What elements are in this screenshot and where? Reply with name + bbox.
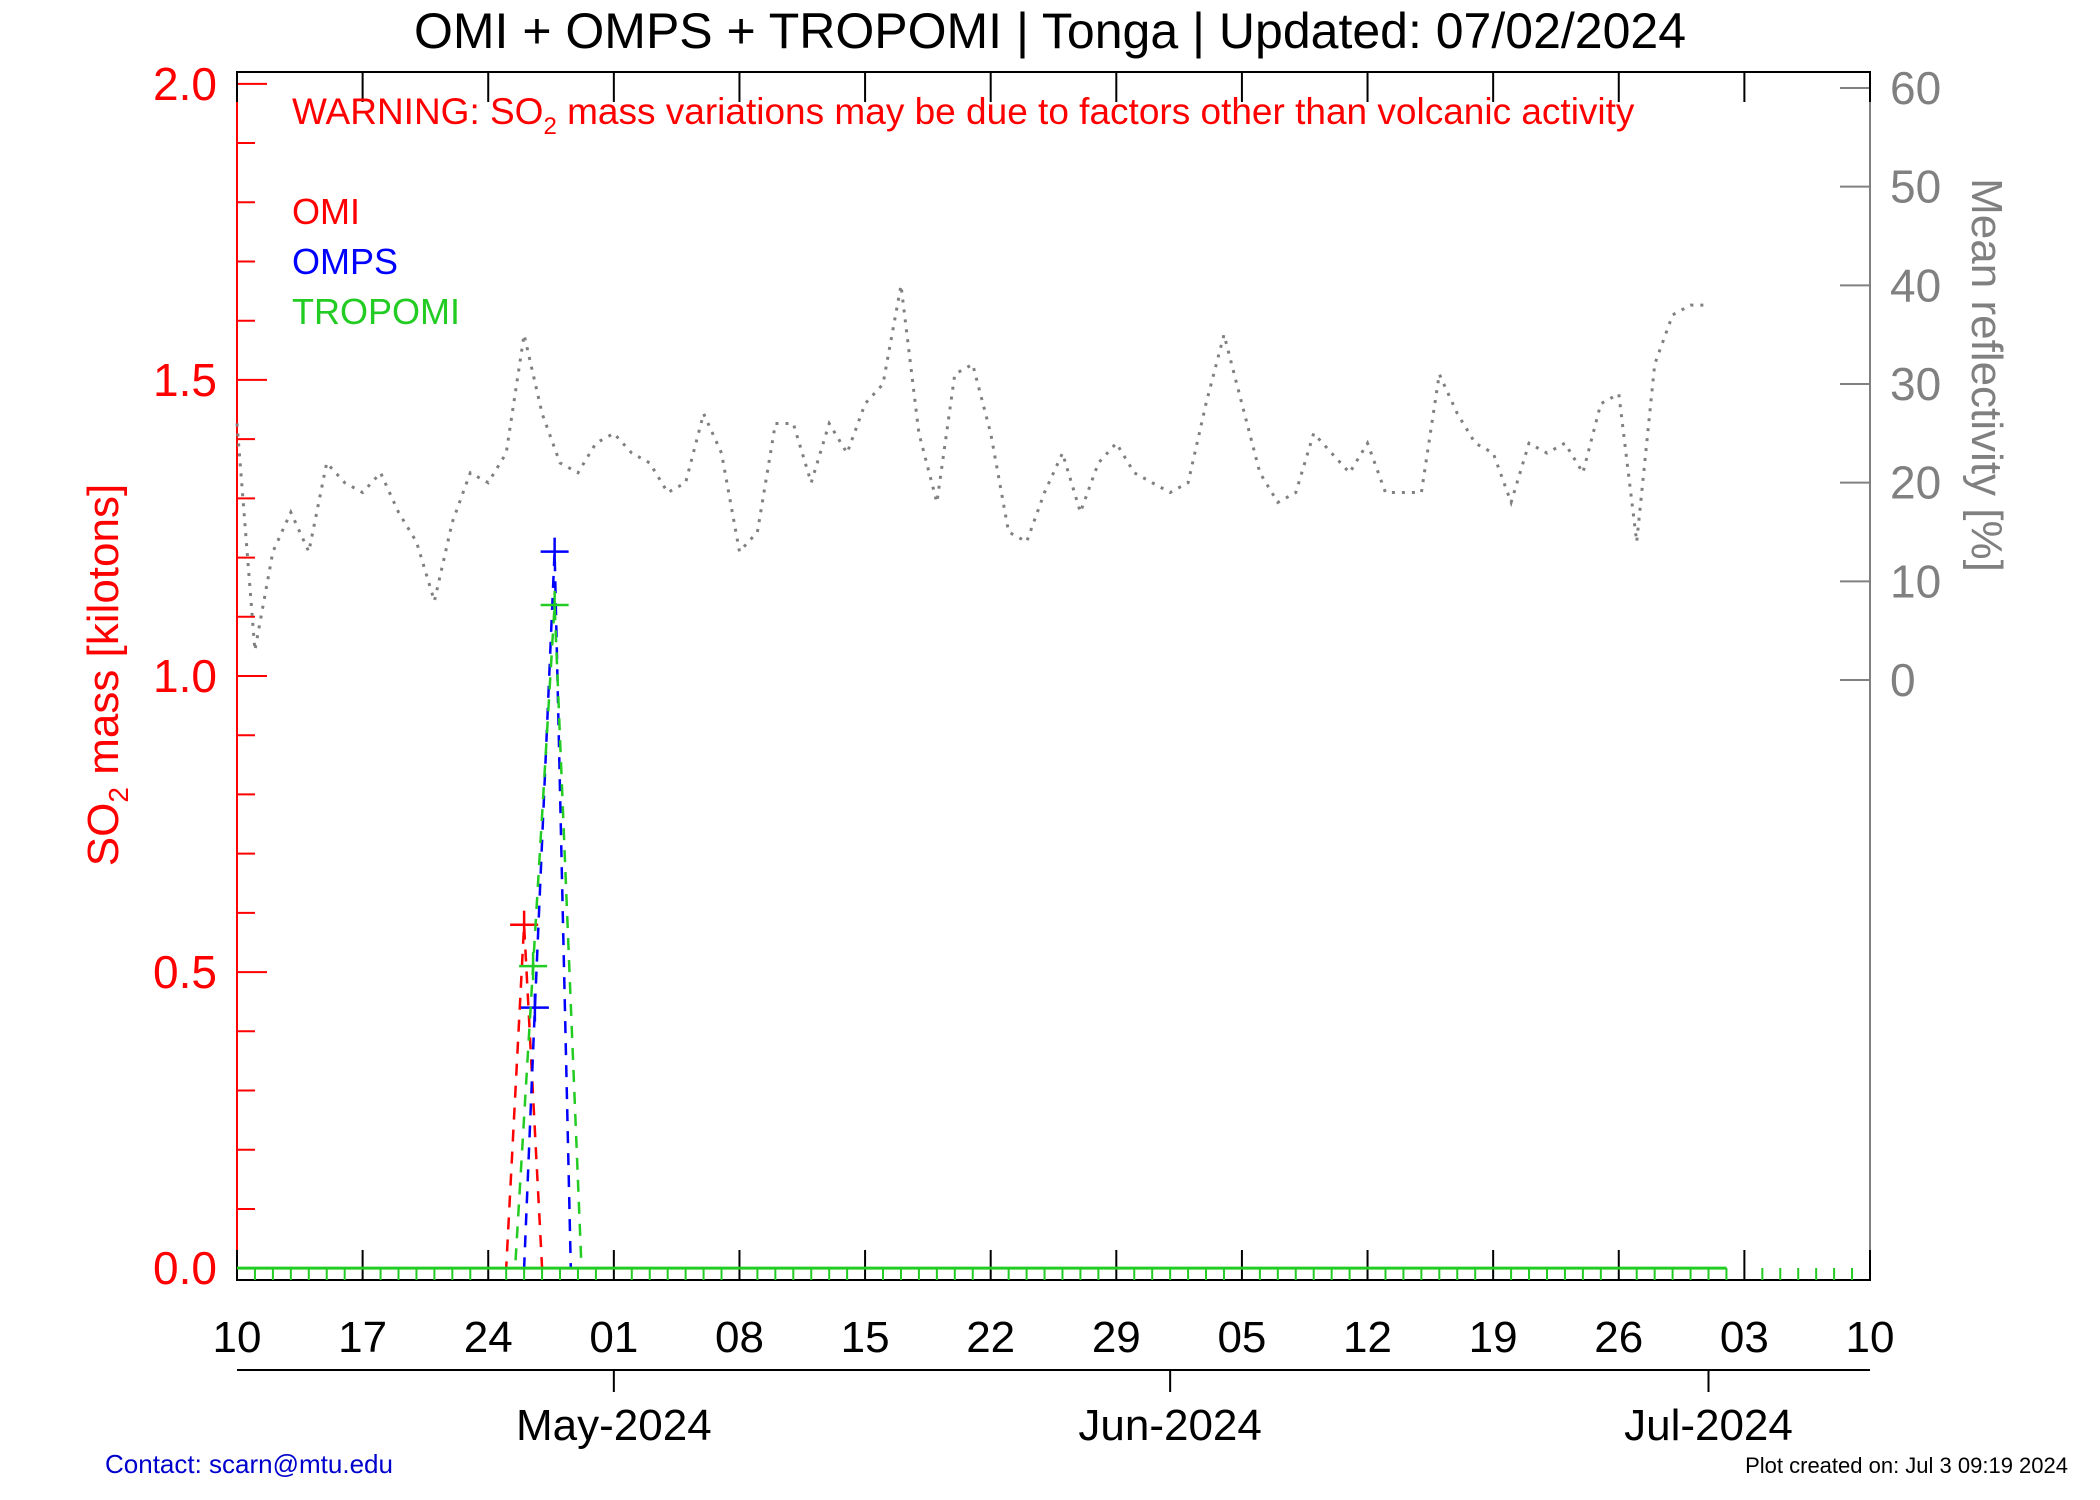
left-axis-ticks: 0.0 0.5 1.0 1.5 2.0 [153, 58, 267, 1294]
chart-title: OMI + OMPS + TROPOMI | Tonga | Updated: … [414, 3, 1686, 59]
x-tick-label: 24 [464, 1313, 513, 1362]
right-tick-label: 30 [1890, 358, 1941, 410]
left-label-subscript: 2 [103, 787, 134, 803]
legend-omi: OMI [292, 191, 360, 232]
right-tick-label: 0 [1890, 654, 1916, 706]
right-axis-label: Mean reflectivity [%] [1962, 178, 2011, 572]
right-tick-label: 40 [1890, 259, 1941, 311]
x-tick-label: 10 [1846, 1313, 1895, 1362]
x-tick-label: 01 [589, 1313, 638, 1362]
month-label: Jul-2024 [1624, 1401, 1793, 1450]
contact-text: Contact: scarn@mtu.edu [105, 1449, 393, 1479]
series-line-omps [237, 551, 1691, 1270]
x-tick-label: 17 [338, 1313, 387, 1362]
created-text: Plot created on: Jul 3 09:19 2024 [1745, 1453, 2068, 1478]
left-axis-label: SO2 mass [kilotons] [79, 484, 134, 866]
left-tick-label: 0.0 [153, 1242, 217, 1294]
warning-text: WARNING: SO2 mass variations may be due … [292, 91, 1635, 140]
left-label-suffix: mass [kilotons] [79, 484, 128, 787]
x-tick-label: 03 [1720, 1313, 1769, 1362]
x-tick-label: 08 [715, 1313, 764, 1362]
warning-subscript: 2 [543, 113, 556, 140]
series-line-tropomi [237, 604, 1691, 1270]
left-tick-label: 1.0 [153, 650, 217, 702]
series-layer [235, 285, 1727, 1270]
x-tick-label: 12 [1343, 1313, 1392, 1362]
month-label: May-2024 [516, 1401, 712, 1450]
x-tick-label: 26 [1594, 1313, 1643, 1362]
reflectivity-line [235, 285, 1709, 651]
x-tick-label: 29 [1092, 1313, 1141, 1362]
right-axis-ticks: 0 10 20 30 40 50 60 [1840, 62, 1941, 706]
legend-tropomi: TROPOMI [292, 291, 460, 332]
right-tick-label: 10 [1890, 555, 1941, 607]
left-label-prefix: SO [79, 803, 128, 867]
plot-frame [236, 71, 1871, 1281]
left-tick-label: 2.0 [153, 58, 217, 110]
x-tick-label: 19 [1469, 1313, 1518, 1362]
month-label: Jun-2024 [1078, 1401, 1261, 1450]
left-tick-label: 0.5 [153, 946, 217, 998]
right-tick-label: 50 [1890, 161, 1941, 213]
x-tick-label: 05 [1217, 1313, 1266, 1362]
warning-suffix: mass variations may be due to factors ot… [557, 91, 1635, 132]
x-tick-label: 22 [966, 1313, 1015, 1362]
bottom-axis-ticks: 10 17 24 01 08 15 22 29 05 12 19 26 03 10 [213, 72, 1895, 1362]
right-tick-label: 20 [1890, 457, 1941, 509]
left-tick-label: 1.5 [153, 354, 217, 406]
legend-omps: OMPS [292, 241, 398, 282]
right-tick-label: 60 [1890, 62, 1941, 114]
series-line-omi [237, 924, 1691, 1270]
month-axis-ticks: May-2024 Jun-2024 Jul-2024 [516, 1370, 1793, 1450]
x-tick-label: 15 [841, 1313, 890, 1362]
warning-prefix: WARNING: SO [292, 91, 543, 132]
x-tick-label: 10 [213, 1313, 262, 1362]
